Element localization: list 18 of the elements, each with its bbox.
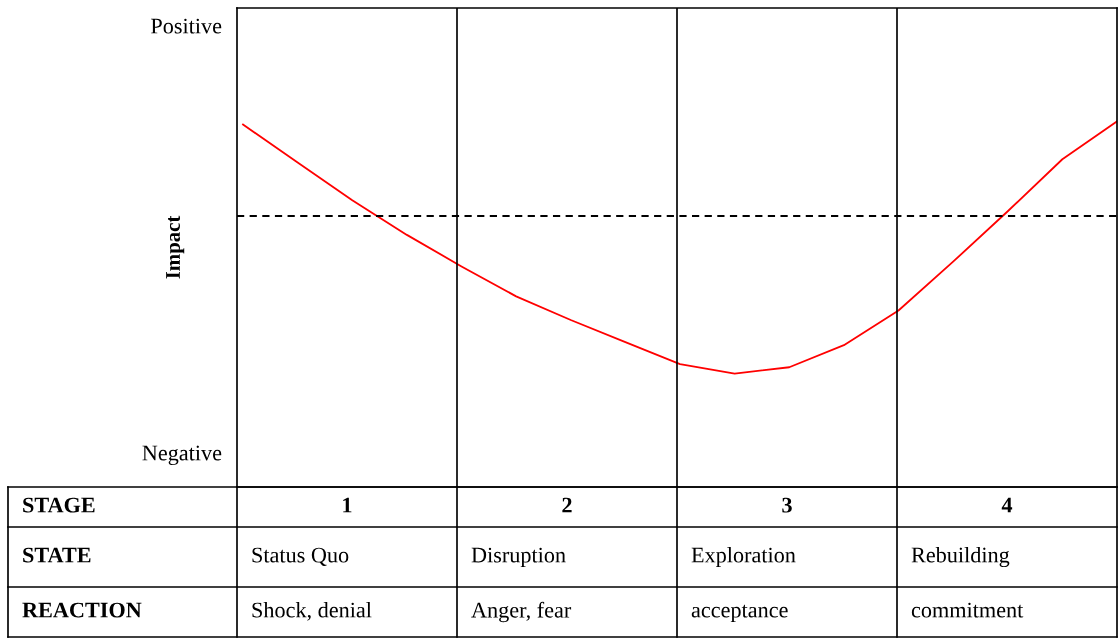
text: Shock, denial: [252, 601, 372, 621]
text: Exploration: [691, 546, 796, 568]
text: STATE: [23, 547, 91, 563]
text: 4: [1001, 497, 1013, 513]
text: 1: [343, 497, 352, 513]
text: REACTION: [22, 602, 142, 618]
text: 3: [782, 497, 792, 513]
text: acceptance: [691, 604, 788, 623]
text: 2: [562, 497, 572, 513]
text: Negative: [142, 445, 222, 466]
text: Anger, fear: [471, 601, 572, 623]
text: commitment: [911, 602, 1024, 618]
text: Positive: [151, 18, 222, 34]
text: Rebuilding: [911, 546, 1010, 568]
y-axis-title: Impact: [166, 215, 185, 279]
text: Disruption: [471, 547, 566, 568]
text: STAGE: [23, 497, 95, 513]
text: Status Quo: [252, 547, 349, 566]
